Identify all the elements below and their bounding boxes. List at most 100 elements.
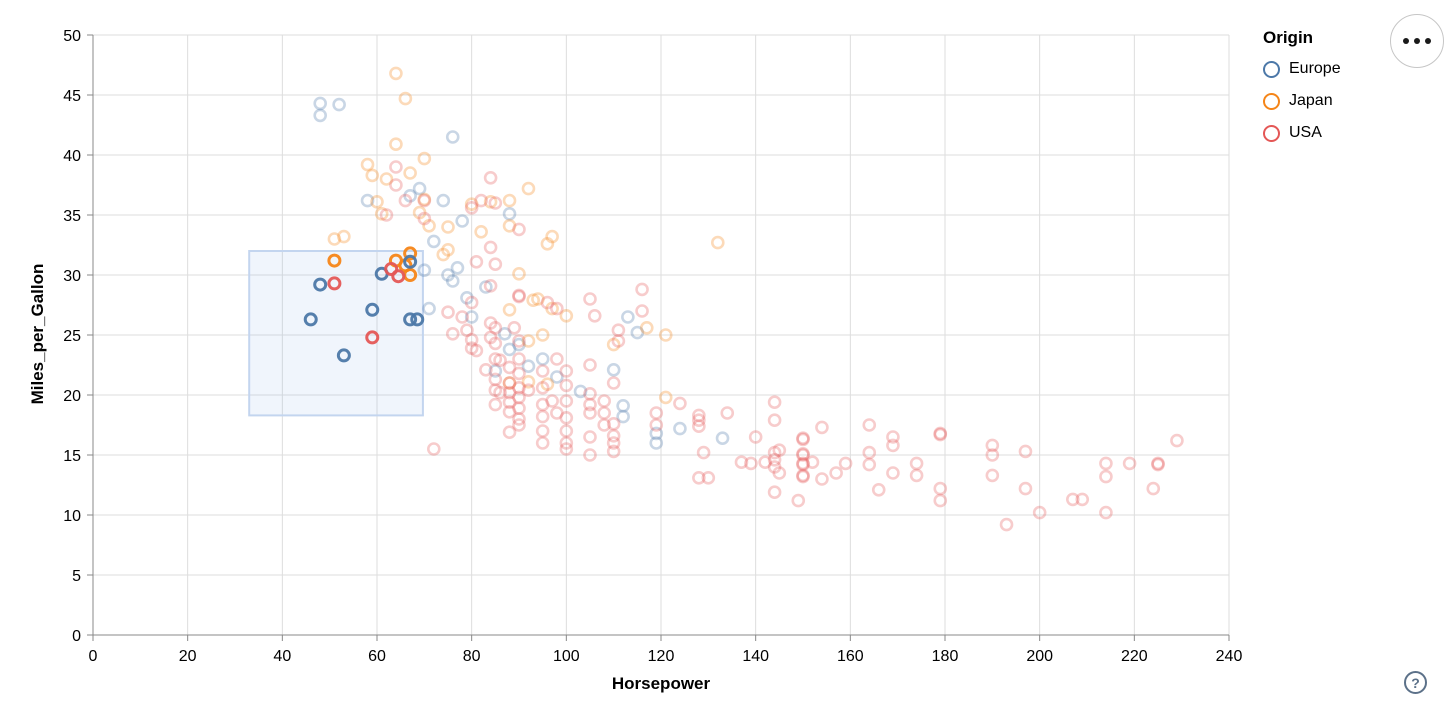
data-point bbox=[587, 308, 602, 323]
data-point bbox=[815, 420, 829, 435]
data-point bbox=[535, 364, 550, 378]
data-point bbox=[450, 260, 465, 275]
data-point bbox=[512, 334, 526, 348]
data-point bbox=[545, 229, 559, 244]
x-tick-label: 140 bbox=[742, 648, 769, 665]
data-point bbox=[389, 160, 403, 174]
data-point bbox=[583, 358, 597, 372]
y-tick-label: 50 bbox=[63, 28, 81, 45]
data-point bbox=[767, 395, 782, 410]
help-button[interactable]: ? bbox=[1404, 671, 1427, 694]
data-point-selected bbox=[384, 262, 399, 276]
data-point bbox=[521, 334, 536, 348]
data-point bbox=[512, 289, 526, 304]
data-point bbox=[649, 436, 664, 450]
data-point bbox=[805, 455, 820, 470]
data-point bbox=[1151, 456, 1165, 471]
brush-selection[interactable] bbox=[248, 250, 424, 417]
data-point bbox=[1151, 457, 1165, 472]
data-point-selected bbox=[327, 276, 342, 291]
data-point bbox=[933, 427, 948, 442]
data-point bbox=[862, 445, 877, 460]
data-point bbox=[512, 352, 526, 366]
data-point bbox=[460, 323, 474, 338]
data-point bbox=[512, 418, 526, 432]
options-menu-button[interactable] bbox=[1390, 14, 1444, 68]
data-point bbox=[815, 472, 829, 486]
data-point bbox=[389, 137, 403, 151]
data-point bbox=[403, 166, 417, 180]
data-point bbox=[422, 301, 436, 316]
data-point-selected bbox=[365, 330, 380, 345]
y-tick-label: 5 bbox=[72, 568, 81, 585]
data-point bbox=[597, 418, 612, 432]
data-point bbox=[488, 397, 503, 412]
data-point bbox=[573, 384, 588, 399]
data-point bbox=[483, 240, 498, 255]
data-point bbox=[545, 301, 559, 316]
data-point bbox=[1122, 456, 1137, 471]
data-point bbox=[502, 395, 517, 410]
data-point bbox=[488, 364, 503, 378]
data-point bbox=[417, 151, 432, 166]
data-point bbox=[412, 181, 427, 196]
y-tick-label: 45 bbox=[63, 88, 81, 105]
data-point bbox=[692, 413, 706, 428]
data-point bbox=[772, 466, 787, 480]
data-point bbox=[360, 193, 375, 208]
data-point bbox=[417, 211, 432, 226]
data-point bbox=[886, 430, 900, 444]
data-point bbox=[985, 468, 1000, 483]
data-point bbox=[772, 443, 787, 458]
data-point bbox=[767, 445, 782, 460]
data-point bbox=[767, 460, 782, 474]
x-tick-label: 240 bbox=[1216, 648, 1243, 665]
data-point bbox=[488, 352, 503, 366]
data-point bbox=[502, 207, 517, 221]
data-point-selected bbox=[365, 302, 380, 317]
data-point bbox=[886, 466, 900, 480]
data-point bbox=[616, 398, 630, 413]
data-point bbox=[909, 468, 924, 483]
data-point bbox=[1075, 492, 1090, 507]
data-point-selected bbox=[403, 312, 418, 327]
y-tick-label: 15 bbox=[63, 448, 81, 465]
data-point bbox=[512, 412, 526, 426]
data-point bbox=[469, 343, 484, 358]
data-point bbox=[488, 372, 503, 387]
y-tick-label: 30 bbox=[63, 268, 81, 285]
x-tick-label: 100 bbox=[553, 648, 580, 665]
data-point bbox=[535, 409, 550, 424]
x-tick-label: 160 bbox=[837, 648, 864, 665]
data-point bbox=[502, 376, 517, 390]
data-point bbox=[365, 168, 380, 183]
data-point bbox=[658, 328, 673, 342]
data-point bbox=[606, 416, 621, 431]
data-point-selected bbox=[403, 246, 418, 261]
data-point bbox=[379, 208, 394, 222]
data-point bbox=[512, 288, 526, 303]
data-point bbox=[502, 193, 517, 208]
data-point bbox=[445, 326, 460, 341]
data-point bbox=[502, 385, 517, 400]
data-point bbox=[417, 193, 432, 208]
data-point bbox=[535, 424, 550, 438]
data-point bbox=[426, 442, 441, 456]
data-point bbox=[767, 452, 782, 467]
data-point bbox=[436, 193, 451, 208]
data-point bbox=[398, 193, 413, 208]
data-point bbox=[871, 482, 886, 497]
data-point bbox=[649, 426, 664, 441]
data-point bbox=[583, 397, 597, 412]
legend-item-europe: Europe bbox=[1263, 58, 1341, 80]
data-point-selected bbox=[410, 312, 425, 327]
data-point bbox=[933, 481, 948, 496]
x-tick-label: 60 bbox=[368, 648, 386, 665]
data-point bbox=[535, 436, 550, 450]
data-point bbox=[1099, 469, 1113, 484]
data-point bbox=[767, 413, 782, 428]
data-point bbox=[417, 192, 432, 207]
data-point bbox=[606, 436, 621, 450]
data-point bbox=[488, 336, 503, 351]
